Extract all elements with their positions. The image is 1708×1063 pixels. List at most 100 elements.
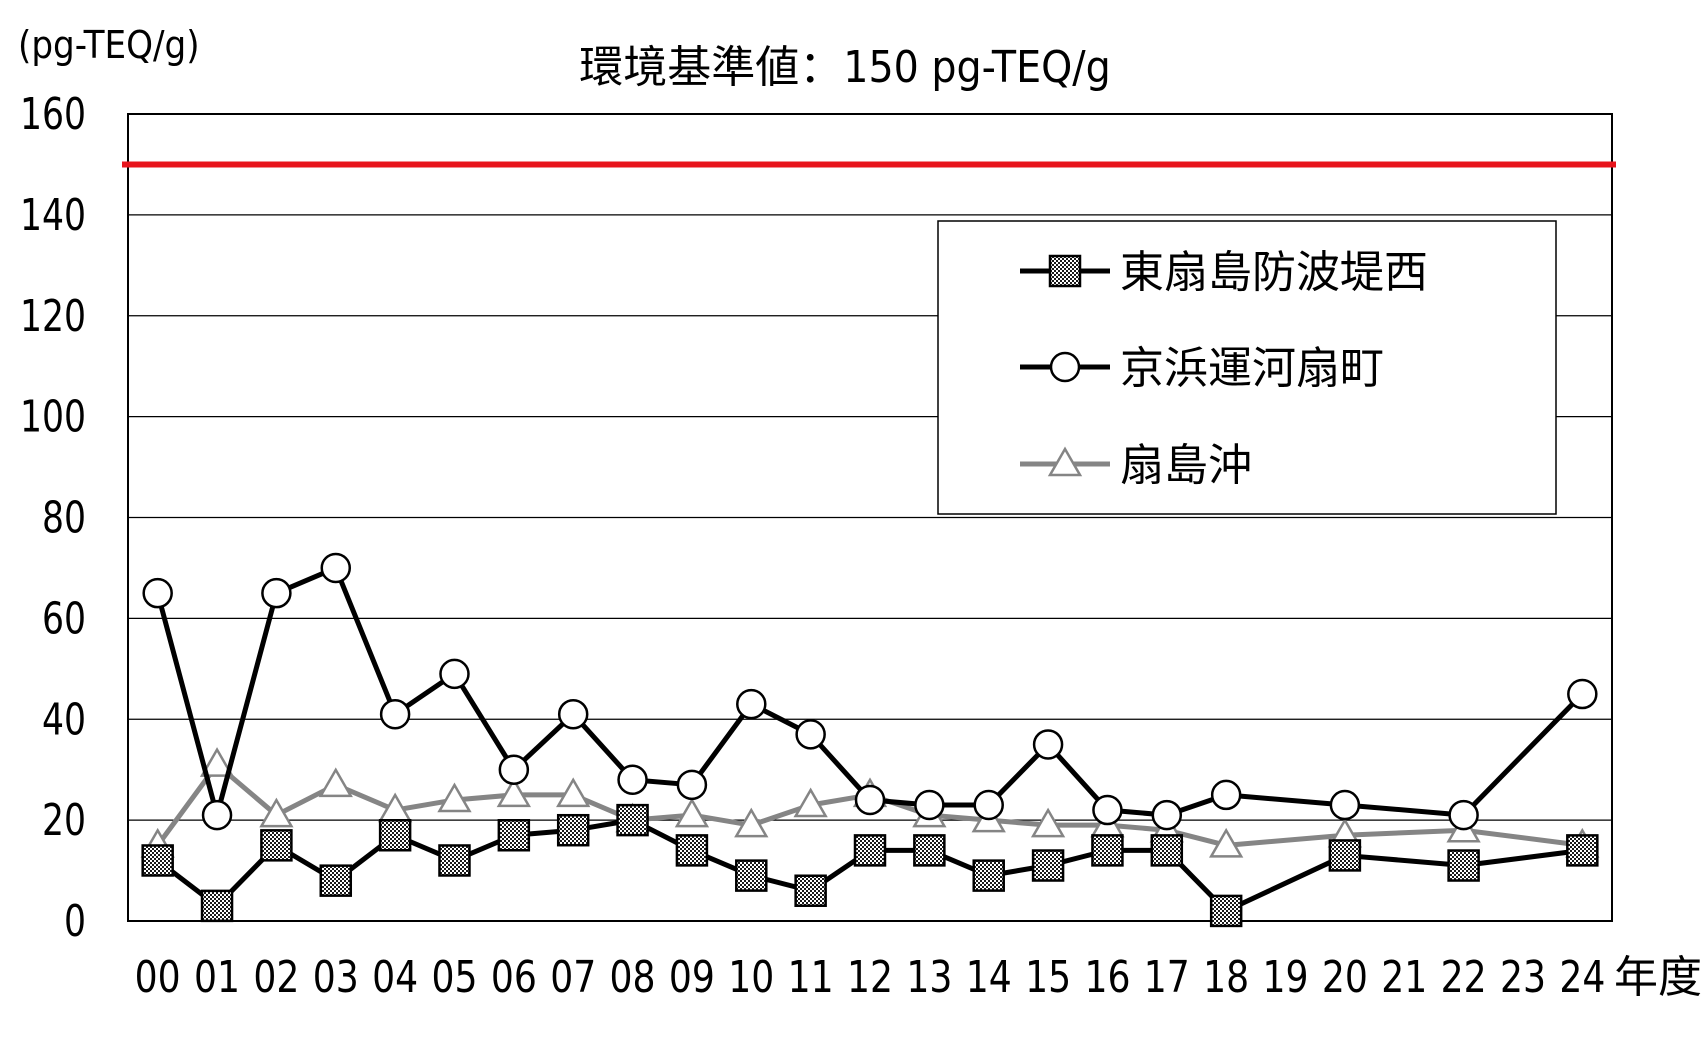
data-point bbox=[201, 799, 233, 831]
data-point bbox=[438, 844, 471, 877]
data-point bbox=[200, 889, 234, 923]
x-tick-label: 01 bbox=[194, 952, 240, 1003]
data-point bbox=[496, 777, 532, 808]
y-tick-label: 100 bbox=[20, 392, 86, 443]
data-point bbox=[1048, 254, 1082, 288]
series-1 bbox=[141, 803, 1599, 928]
data-point bbox=[736, 688, 767, 720]
data-point bbox=[1031, 849, 1065, 882]
x-tick-label: 04 bbox=[372, 952, 418, 1003]
data-point bbox=[793, 787, 828, 818]
x-tick-label: 00 bbox=[135, 952, 181, 1003]
y-tick-label: 160 bbox=[20, 89, 86, 140]
x-tick-label: 16 bbox=[1084, 952, 1130, 1003]
data-point bbox=[616, 803, 649, 837]
x-tick-label: 08 bbox=[610, 952, 656, 1003]
data-point bbox=[913, 834, 946, 867]
data-point bbox=[795, 719, 826, 750]
data-point bbox=[973, 789, 1004, 821]
x-tick-label: 17 bbox=[1144, 952, 1190, 1003]
y-tick-label: 80 bbox=[42, 493, 86, 544]
legend-label: 東扇島防波堤西 bbox=[1120, 247, 1428, 298]
data-point bbox=[1566, 834, 1599, 867]
data-point bbox=[1150, 834, 1184, 867]
data-point bbox=[1091, 834, 1124, 867]
grid-lines bbox=[128, 214, 1612, 821]
data-point bbox=[1329, 789, 1361, 821]
x-tick-label: 07 bbox=[550, 952, 596, 1003]
data-point bbox=[498, 754, 530, 785]
data-point bbox=[1151, 799, 1183, 831]
data-point bbox=[378, 819, 412, 852]
data-point bbox=[318, 767, 353, 798]
x-tick-label: 20 bbox=[1322, 952, 1368, 1003]
data-point bbox=[379, 698, 411, 730]
data-point bbox=[735, 859, 768, 892]
legend-label: 京浜運河扇町 bbox=[1120, 343, 1384, 394]
data-point bbox=[142, 577, 173, 609]
data-point bbox=[141, 844, 174, 877]
data-point bbox=[914, 789, 945, 821]
data-point bbox=[319, 864, 353, 897]
data-point bbox=[557, 698, 589, 730]
x-tick-label: 21 bbox=[1381, 952, 1427, 1003]
data-point bbox=[556, 813, 590, 847]
data-point bbox=[1448, 799, 1479, 831]
data-point bbox=[972, 859, 1005, 892]
data-point bbox=[1447, 849, 1480, 882]
data-point bbox=[439, 658, 470, 690]
x-tick-label: 05 bbox=[431, 952, 477, 1003]
data-point bbox=[497, 819, 531, 852]
data-point bbox=[676, 769, 708, 801]
data-point bbox=[437, 782, 472, 813]
data-point bbox=[259, 797, 294, 828]
x-tick-label: 02 bbox=[253, 952, 299, 1003]
data-point bbox=[1032, 729, 1064, 760]
data-point bbox=[199, 747, 235, 777]
data-point bbox=[1030, 807, 1066, 838]
x-axis-suffix: 年度 bbox=[1614, 952, 1702, 1003]
x-tick-label: 03 bbox=[313, 952, 359, 1003]
y-tick-label: 20 bbox=[42, 795, 86, 846]
x-tick-label: 15 bbox=[1025, 952, 1071, 1003]
x-tick-label: 10 bbox=[728, 952, 774, 1003]
series-line bbox=[155, 762, 1583, 848]
legend-item-1: 東扇島防波堤西 bbox=[1020, 247, 1428, 298]
data-point bbox=[674, 797, 710, 828]
data-point bbox=[675, 834, 709, 867]
x-tick-label: 18 bbox=[1203, 952, 1249, 1003]
plot-area bbox=[127, 113, 1613, 922]
x-tick-label: 12 bbox=[847, 952, 893, 1003]
y-tick-labels: 0 20 40 60 80 100 120 140 160 bbox=[20, 89, 86, 947]
series-2 bbox=[142, 552, 1598, 831]
legend-item-2: 京浜運河扇町 bbox=[1020, 343, 1384, 394]
x-tick-labels: 00 01 02 03 04 05 06 07 08 09 10 11 12 13 14 15 16 17 18 19… bbox=[135, 952, 1606, 1003]
x-tick-label: 14 bbox=[966, 952, 1012, 1003]
x-tick-label: 13 bbox=[906, 952, 952, 1003]
x-tick-label: 24 bbox=[1559, 952, 1605, 1003]
x-tick-label: 22 bbox=[1441, 952, 1487, 1003]
data-point bbox=[556, 777, 591, 808]
y-tick-label: 120 bbox=[20, 291, 86, 342]
data-point bbox=[1092, 794, 1123, 826]
series-line bbox=[155, 565, 1585, 818]
x-tick-label: 23 bbox=[1500, 952, 1546, 1003]
data-point bbox=[1328, 839, 1362, 872]
y-tick-label: 40 bbox=[42, 694, 86, 745]
x-tick-label: 06 bbox=[491, 952, 537, 1003]
y-tick-label: 0 bbox=[64, 896, 86, 947]
x-tick-label: 09 bbox=[669, 952, 715, 1003]
series-layer bbox=[140, 552, 1600, 928]
data-point bbox=[320, 552, 352, 584]
x-tick-label: 11 bbox=[788, 952, 834, 1003]
data-point bbox=[1209, 894, 1243, 928]
y-unit-label: (pg-TEQ/g) bbox=[18, 23, 200, 67]
data-point bbox=[1567, 678, 1598, 710]
data-point bbox=[261, 577, 292, 609]
legend-label: 扇島沖 bbox=[1120, 440, 1252, 491]
data-point bbox=[1208, 827, 1244, 858]
data-point bbox=[1210, 779, 1242, 811]
series-line bbox=[156, 817, 1583, 914]
